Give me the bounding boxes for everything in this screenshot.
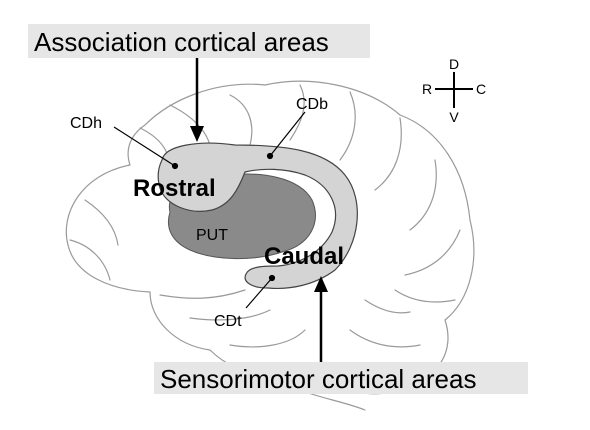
association-arrow bbox=[190, 58, 204, 142]
caudate-shape bbox=[157, 142, 358, 290]
compass-ventral: V bbox=[449, 109, 459, 125]
cdh-dot bbox=[171, 162, 179, 170]
gyrus-line bbox=[189, 309, 271, 321]
caudal-label: Caudal bbox=[264, 243, 344, 270]
compass-rostral: R bbox=[422, 81, 432, 97]
gyrus-line bbox=[69, 239, 111, 281]
leader-lines bbox=[113, 111, 306, 309]
cdh-leader bbox=[113, 126, 176, 167]
compass-dorsal: D bbox=[449, 56, 459, 72]
cdb-dot bbox=[266, 152, 274, 160]
cdh-label: CDh bbox=[70, 115, 102, 132]
brain-outline bbox=[65, 80, 475, 411]
association-label: Association cortical areas bbox=[34, 27, 329, 57]
orientation-compass bbox=[435, 72, 473, 108]
cdt-leader bbox=[245, 277, 273, 309]
gyrus-line bbox=[364, 299, 411, 314]
cdb-leader bbox=[269, 111, 306, 157]
association-label-bg bbox=[28, 24, 370, 58]
gyrus-line bbox=[374, 117, 402, 191]
rostral-label: Rostral bbox=[133, 175, 216, 202]
cdb-label: CDb bbox=[296, 96, 328, 113]
brain-contour bbox=[65, 80, 475, 395]
cdt-label: CDt bbox=[214, 313, 242, 330]
gyrus-line bbox=[159, 289, 246, 299]
gyrus-line bbox=[229, 329, 306, 348]
gyrus-line bbox=[169, 104, 211, 146]
gyrus-line bbox=[84, 199, 119, 246]
compass-caudal: C bbox=[476, 81, 486, 97]
putamen-label: PUT bbox=[196, 227, 228, 244]
sensorimotor-arrow bbox=[314, 276, 328, 362]
cdt-dot bbox=[268, 274, 276, 282]
sensorimotor-label-bg bbox=[154, 362, 528, 394]
gyrus-line bbox=[404, 229, 461, 276]
gyrus-line bbox=[339, 91, 356, 161]
sensorimotor-label: Sensorimotor cortical areas bbox=[160, 364, 476, 394]
gyrus-line bbox=[349, 329, 421, 348]
gyrus-line bbox=[409, 159, 437, 231]
gyrus-line bbox=[394, 289, 456, 303]
gyrus-line bbox=[229, 94, 253, 146]
